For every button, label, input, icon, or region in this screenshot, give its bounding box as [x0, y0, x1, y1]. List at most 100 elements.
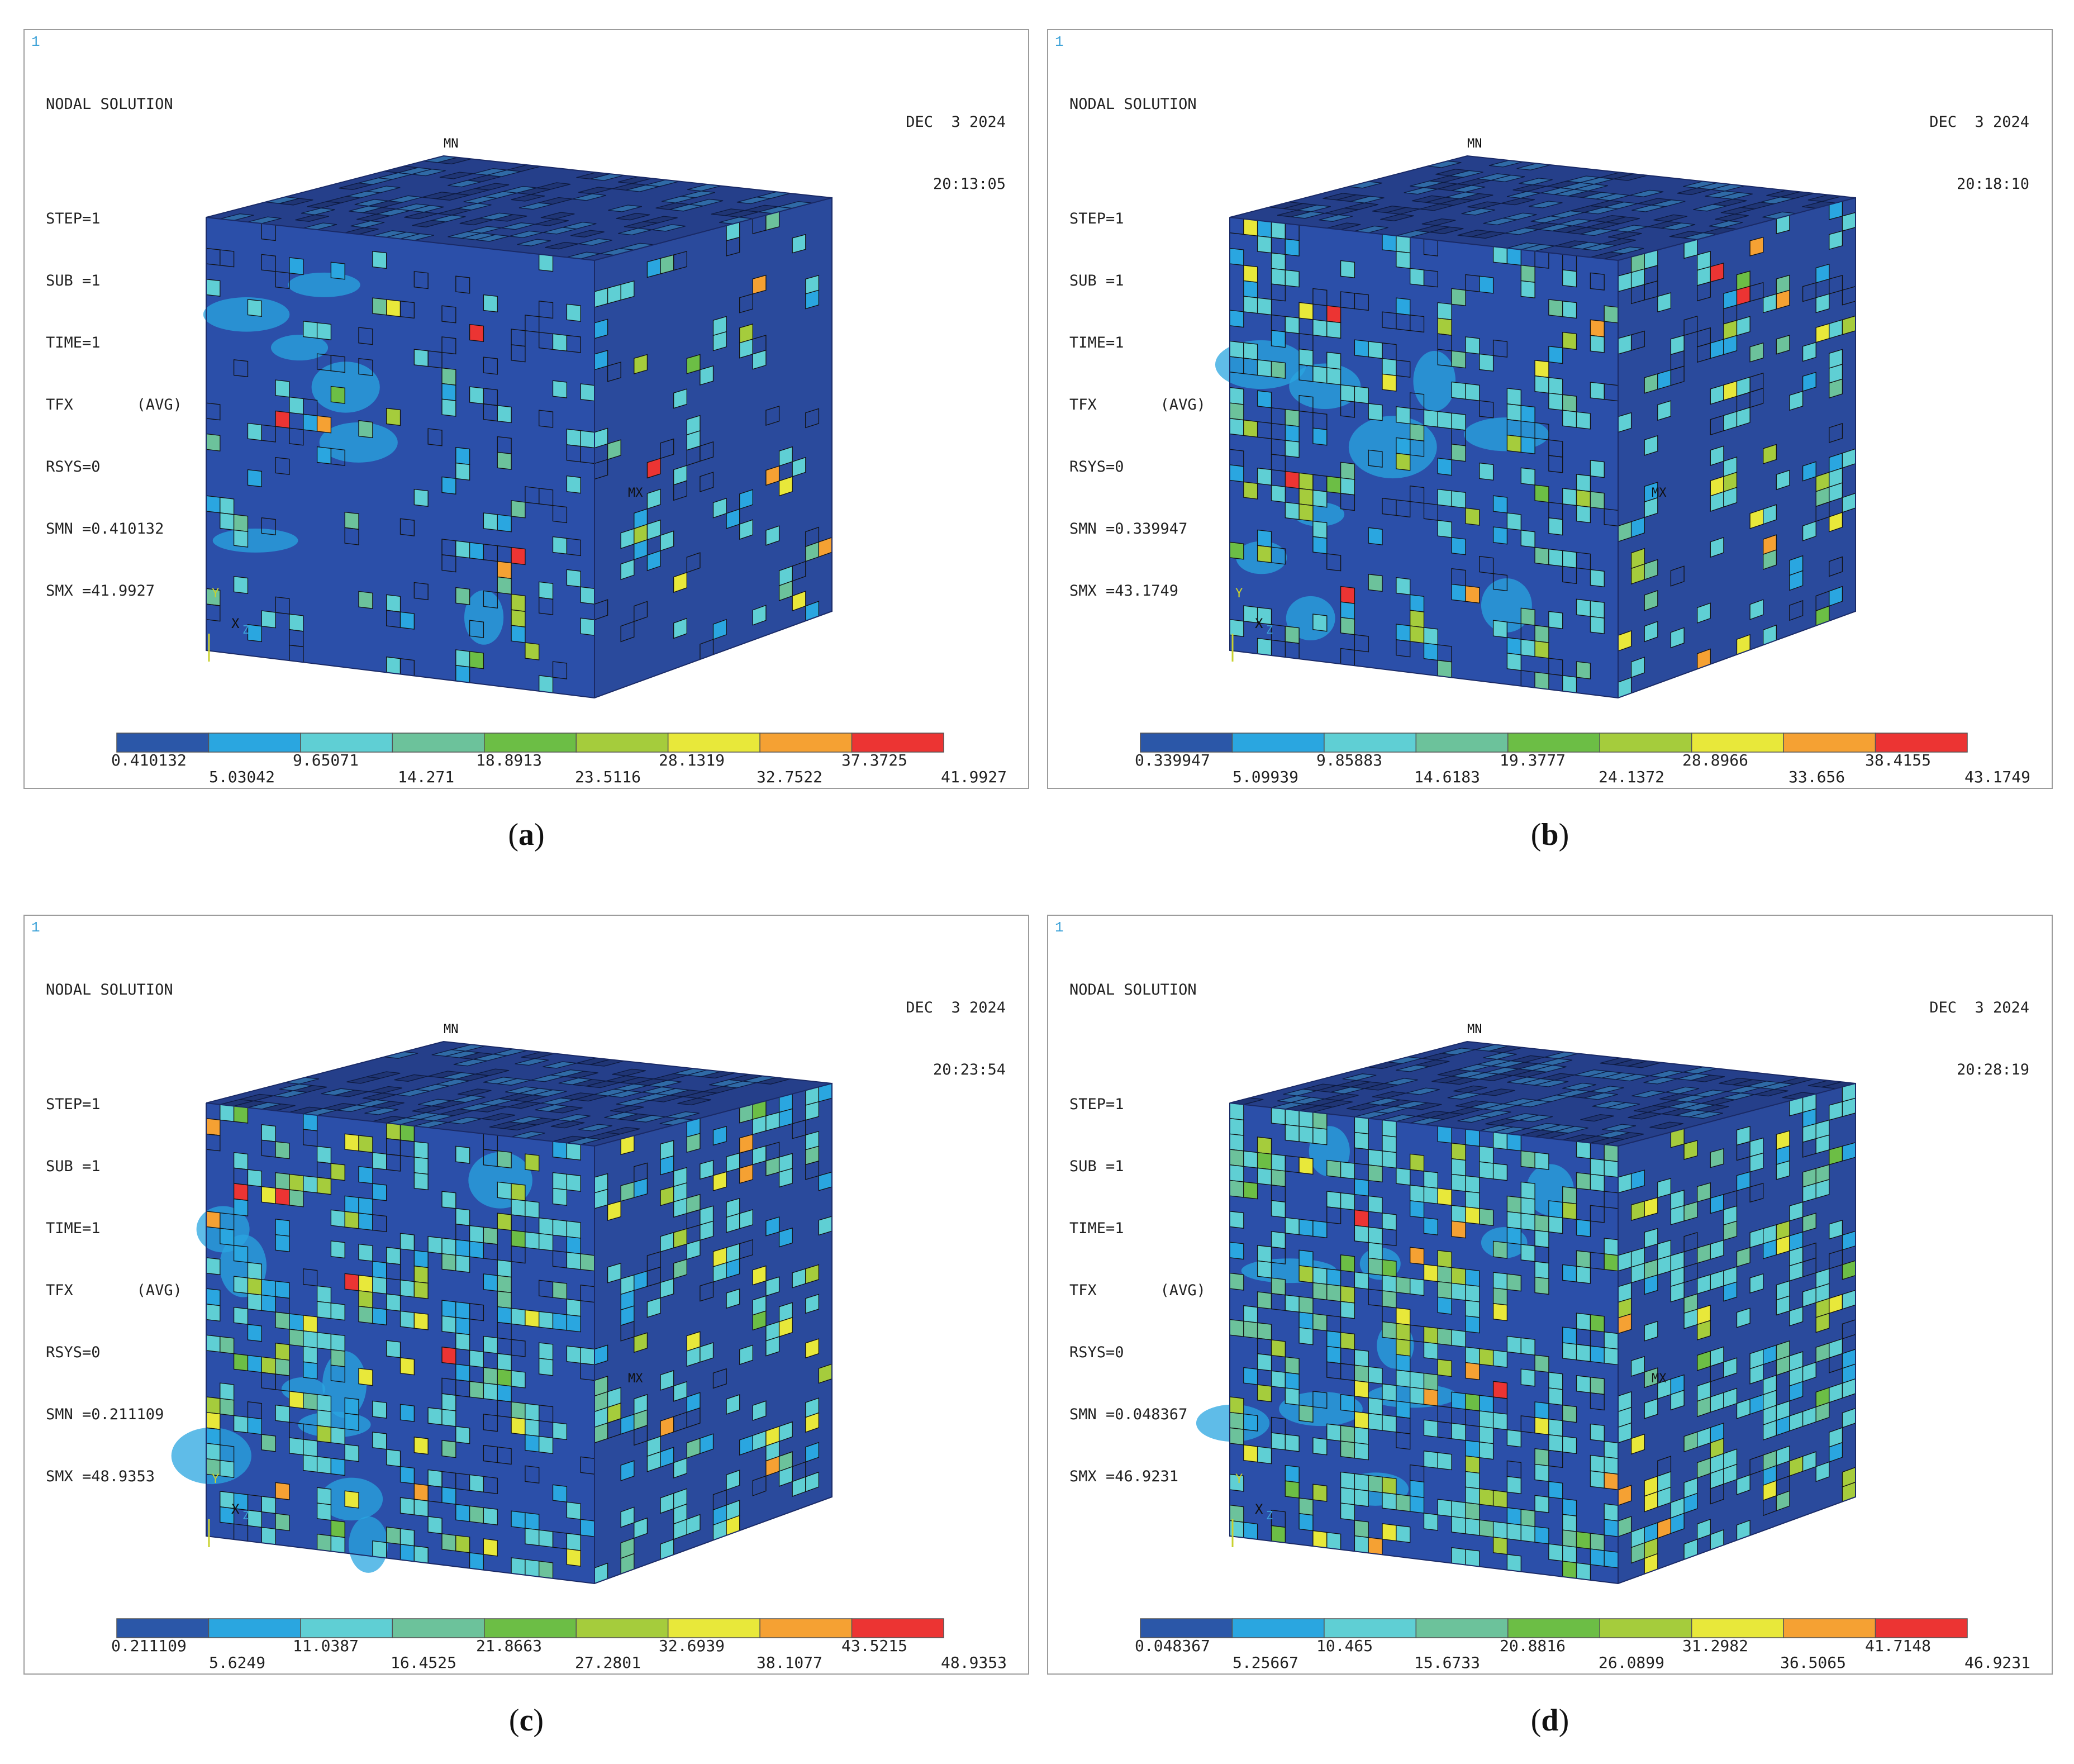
mesh-cell [1465, 1393, 1480, 1411]
mesh-cell [441, 383, 456, 401]
min-marker: MN [1467, 137, 1482, 151]
mesh-cell [1562, 394, 1577, 412]
mesh-cell [578, 1124, 612, 1131]
max-marker: MX [1652, 1372, 1667, 1386]
mesh-cell [372, 1307, 387, 1326]
mesh-cell [1415, 1059, 1450, 1067]
mesh-cell [275, 1219, 290, 1237]
smn: SMN =0.048367 [1069, 1406, 1188, 1423]
mesh-cell [316, 415, 332, 434]
window-index: 1 [1055, 919, 1064, 936]
axis-x-label: X [231, 616, 240, 631]
mesh-cell [1506, 1476, 1521, 1495]
mesh-cell [413, 1172, 429, 1191]
mesh-cell [570, 230, 605, 237]
mesh-cell [386, 407, 401, 426]
mesh-cell [700, 365, 714, 386]
mesh-cell [1479, 1426, 1494, 1444]
mesh-cell [455, 1332, 470, 1351]
mesh-cell [1410, 610, 1425, 628]
mesh-cell [1492, 1303, 1508, 1321]
mesh-cell [1829, 1442, 1843, 1463]
mesh-cell [1479, 1145, 1494, 1164]
mesh-cell [1520, 405, 1535, 424]
mesh-cell [483, 1273, 498, 1292]
mesh-cell [247, 1293, 262, 1311]
mesh-cell [752, 1400, 767, 1421]
mesh-cell [739, 519, 753, 540]
mesh-cell [455, 275, 470, 294]
mesh-cell [1590, 1423, 1605, 1442]
mesh-cell [1710, 262, 1724, 283]
mesh-cell [1382, 1228, 1397, 1247]
mesh-cell [1802, 341, 1816, 362]
mesh-cell [1257, 638, 1272, 656]
mesh-cell [726, 1258, 740, 1278]
mesh-cell [511, 1510, 526, 1529]
mesh-cell [1354, 1380, 1369, 1399]
mesh-cell [1520, 607, 1535, 626]
mesh-cell [316, 1394, 332, 1413]
mesh-cell [1492, 1163, 1508, 1181]
mesh-cell [1776, 335, 1790, 355]
mesh-cell [1548, 345, 1563, 364]
mesh-cell [358, 1290, 373, 1309]
mesh-cell [330, 1333, 345, 1352]
mesh-cell [399, 301, 415, 319]
clock: 20:23:54 [933, 1061, 1006, 1078]
mesh-cell [413, 1250, 429, 1268]
mesh-cell [1229, 310, 1244, 328]
mesh-cell [1562, 1342, 1577, 1361]
mesh-cell [1324, 1093, 1359, 1101]
mesh-cell [1437, 1328, 1452, 1346]
mesh-cell [399, 1466, 415, 1485]
mesh-cell [206, 1427, 221, 1446]
mesh-cell [275, 271, 290, 289]
mesh-cell [1520, 530, 1535, 548]
mesh-cell [1691, 1074, 1725, 1082]
mesh-cell [1576, 489, 1591, 508]
mesh-cell [1396, 437, 1411, 455]
mesh-cell [1340, 1503, 1355, 1521]
legend-swatch [575, 733, 669, 753]
mesh-cell [1396, 359, 1411, 378]
mesh-cell [634, 354, 648, 374]
mesh-cell [1410, 268, 1425, 286]
mesh-cell [1492, 1412, 1508, 1430]
mesh-cell [483, 1382, 498, 1401]
mesh-cell [386, 1340, 401, 1358]
legend-swatch [208, 733, 301, 753]
cube-edge [1229, 1040, 1856, 1104]
mesh-cell [1789, 1306, 1804, 1326]
mesh-cell [1479, 1488, 1494, 1506]
mesh-cell [1670, 1390, 1685, 1411]
mesh-cell [330, 1349, 345, 1367]
mesh-cell [700, 472, 714, 492]
mesh-cell [1479, 400, 1494, 419]
mesh-cell [441, 305, 456, 324]
mesh-cell [483, 1226, 498, 1245]
mesh-cell [1368, 1149, 1383, 1167]
mesh-cell [372, 297, 387, 316]
mesh-cell [427, 428, 443, 446]
mesh-cell [469, 386, 484, 405]
mesh-cell [1396, 1338, 1411, 1357]
legend-swatch [1691, 733, 1784, 753]
mesh-cell [1630, 330, 1645, 351]
mesh-cell [413, 1312, 429, 1330]
mesh-cell [1723, 335, 1738, 355]
mesh-cell [1354, 1427, 1369, 1445]
mesh-cell [1257, 1167, 1272, 1186]
mesh-cell [1326, 367, 1342, 386]
mesh-cell [441, 476, 456, 495]
mesh-cell [1670, 1205, 1685, 1225]
mesh-cell [1368, 573, 1383, 592]
mesh-cell [1576, 474, 1591, 492]
window-index: 1 [1055, 34, 1064, 50]
mesh-cell [1651, 199, 1686, 207]
mesh-cell [1410, 1371, 1425, 1390]
mesh-cell [566, 1236, 581, 1254]
mesh-cell [1644, 497, 1658, 518]
sub: SUB =1 [46, 272, 101, 289]
mesh-cell [1534, 484, 1549, 503]
